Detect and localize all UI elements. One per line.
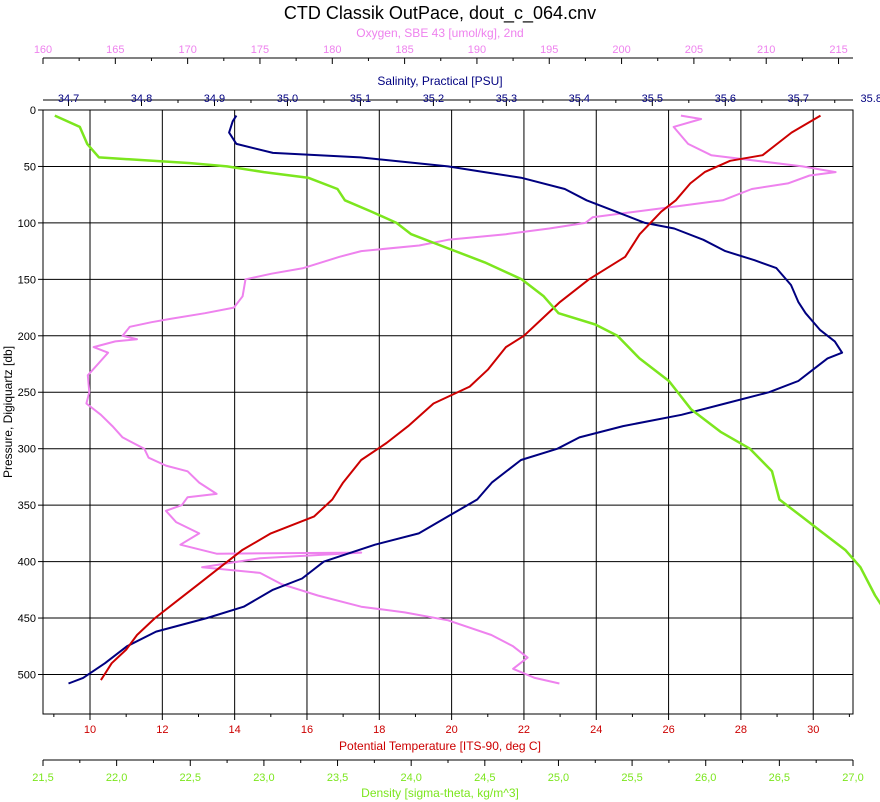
pressure-tick-label: 500 — [18, 669, 36, 681]
oxygen-tick-label: 165 — [106, 44, 124, 56]
plot-frame — [42, 109, 854, 715]
salinity-tick-label: 34.8 — [131, 93, 152, 105]
oxygen-profile-line — [85, 114, 837, 685]
salinity-tick-label: 35.6 — [715, 93, 736, 105]
density-tick-label: 22,5 — [180, 772, 201, 784]
pressure-tick-label: 300 — [18, 444, 36, 456]
salinity-axis-label: Salinity, Practical [PSU] — [377, 74, 502, 88]
density-tick-label: 23,5 — [327, 772, 348, 784]
density-tick-label: 24,5 — [474, 772, 495, 784]
temperature-tick-label: 26 — [662, 724, 674, 736]
temperature-tick-label: 18 — [373, 724, 385, 736]
oxygen-tick-label: 215 — [829, 44, 847, 56]
temperature-tick-label: 12 — [156, 724, 168, 736]
temperature-tick-label: 20 — [445, 724, 457, 736]
oxygen-tick-label: 185 — [395, 44, 413, 56]
salinity-tick-label: 34.9 — [204, 93, 225, 105]
density-profile-line — [54, 114, 880, 606]
density-tick-label: 23,0 — [253, 772, 274, 784]
oxygen-tick-label: 210 — [757, 44, 775, 56]
temperature-tick-label: 24 — [590, 724, 602, 736]
pressure-axis-label: Pressure, Digiquartz [db] — [1, 346, 15, 478]
oxygen-tick-label: 180 — [323, 44, 341, 56]
pressure-tick-label: 100 — [18, 218, 36, 230]
pressure-tick-label: 200 — [18, 331, 36, 343]
salinity-tick-label: 35.8 — [861, 93, 880, 105]
pressure-tick-label: 250 — [18, 387, 36, 399]
pressure-tick-label: 350 — [18, 500, 36, 512]
salinity-tick-label: 35.3 — [496, 93, 517, 105]
oxygen-tick-label: 175 — [251, 44, 269, 56]
pressure-tick-label: 400 — [18, 557, 36, 569]
pressure-tick-label: 50 — [24, 161, 36, 173]
temperature-tick-label: 22 — [518, 724, 530, 736]
temperature-tick-label: 16 — [301, 724, 313, 736]
salinity-tick-label: 35.1 — [350, 93, 371, 105]
oxygen-tick-label: 195 — [540, 44, 558, 56]
density-tick-label: 21,5 — [32, 772, 53, 784]
density-tick-label: 25,5 — [621, 772, 642, 784]
density-axis-label: Density [sigma-theta, kg/m^3] — [361, 786, 519, 800]
temperature-tick-label: 30 — [807, 724, 819, 736]
density-tick-label: 27,0 — [842, 772, 863, 784]
temperature-tick-label: 28 — [735, 724, 747, 736]
density-tick-label: 24,0 — [400, 772, 421, 784]
pressure-tick-label: 450 — [18, 613, 36, 625]
oxygen-tick-label: 205 — [685, 44, 703, 56]
temperature-profile-line — [100, 114, 822, 681]
salinity-tick-label: 35.2 — [423, 93, 444, 105]
density-tick-label: 22,0 — [106, 772, 127, 784]
density-tick-label: 26,5 — [769, 772, 790, 784]
salinity-tick-label: 35.5 — [642, 93, 663, 105]
density-tick-label: 25,0 — [548, 772, 569, 784]
series-layer — [54, 114, 880, 685]
axes-layer: 0 50 100 150 200 250 300 350 400 450 500 160 165 170 1… — [18, 44, 880, 784]
oxygen-tick-label: 160 — [34, 44, 52, 56]
chart-title: CTD Classik OutPace, dout_c_064.cnv — [284, 3, 596, 24]
density-tick-label: 26,0 — [695, 772, 716, 784]
oxygen-tick-label: 170 — [178, 44, 196, 56]
salinity-tick-label: 35.4 — [569, 93, 590, 105]
temperature-tick-label: 14 — [229, 724, 241, 736]
oxygen-axis-label: Oxygen, SBE 43 [umol/kg], 2nd — [356, 26, 523, 40]
grid-lines — [43, 110, 853, 714]
temperature-axis-label: Potential Temperature [ITS-90, deg C] — [339, 739, 541, 753]
salinity-tick-label: 34.7 — [58, 93, 79, 105]
pressure-tick-label: 150 — [18, 274, 36, 286]
salinity-tick-label: 35.7 — [788, 93, 809, 105]
pressure-tick-label: 0 — [30, 105, 36, 117]
salinity-tick-label: 35.0 — [277, 93, 298, 105]
oxygen-tick-label: 200 — [612, 44, 630, 56]
salinity-profile-line — [68, 115, 844, 685]
oxygen-tick-label: 190 — [468, 44, 486, 56]
temperature-tick-label: 10 — [84, 724, 96, 736]
